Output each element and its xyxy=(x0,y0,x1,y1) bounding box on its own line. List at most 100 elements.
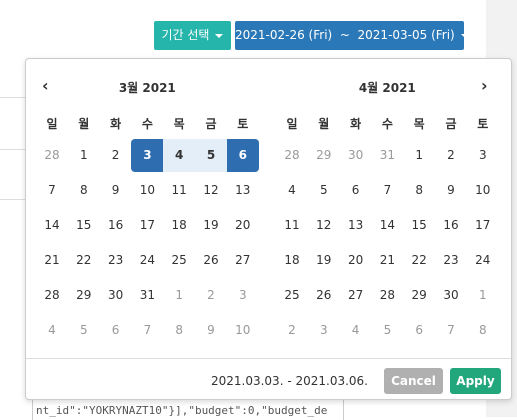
day[interactable]: 28 xyxy=(44,288,60,302)
day[interactable]: 19 xyxy=(316,253,332,267)
range-button[interactable]: 2021-02-26 (Fri) ~ 2021-03-05 (Fri) xyxy=(235,21,464,50)
day[interactable]: 4 xyxy=(351,323,360,337)
day[interactable]: 9 xyxy=(447,183,455,197)
cancel-button[interactable]: Cancel xyxy=(384,368,443,394)
apply-button[interactable]: Apply xyxy=(450,368,501,394)
weekday: 목 xyxy=(413,117,425,131)
day[interactable]: 14 xyxy=(379,218,396,232)
day[interactable]: 30 xyxy=(443,288,459,302)
day[interactable]: 15 xyxy=(411,218,427,232)
day[interactable]: 18 xyxy=(284,253,300,267)
day[interactable]: 4 xyxy=(48,323,56,337)
day[interactable]: 5 xyxy=(195,139,227,172)
day[interactable]: 15 xyxy=(76,218,92,232)
weekday: 월 xyxy=(318,117,330,131)
day[interactable]: 9 xyxy=(111,183,120,197)
day[interactable]: 8 xyxy=(175,323,183,337)
weekday: 목 xyxy=(173,117,185,131)
day[interactable]: 8 xyxy=(415,183,423,197)
day[interactable]: 12 xyxy=(203,183,219,197)
day[interactable]: 3 xyxy=(238,288,247,302)
weekday: 수 xyxy=(381,117,393,131)
day[interactable]: 24 xyxy=(139,253,156,267)
day[interactable]: 7 xyxy=(143,323,152,337)
day[interactable]: 18 xyxy=(171,218,187,232)
day[interactable]: 3 xyxy=(478,148,487,162)
day[interactable]: 20 xyxy=(235,218,251,232)
day[interactable]: 19 xyxy=(203,218,219,232)
day[interactable]: 2 xyxy=(111,148,120,162)
day[interactable]: 8 xyxy=(478,323,487,337)
day[interactable]: 16 xyxy=(443,218,459,232)
day[interactable]: 29 xyxy=(316,148,332,162)
day[interactable]: 30 xyxy=(107,288,124,302)
day[interactable]: 6 xyxy=(111,323,120,337)
day[interactable]: 29 xyxy=(76,288,92,302)
day[interactable]: 22 xyxy=(411,253,427,267)
day[interactable]: 24 xyxy=(475,253,491,267)
day[interactable]: 11 xyxy=(284,218,300,232)
day[interactable]: 27 xyxy=(235,253,251,267)
day[interactable]: 9 xyxy=(207,323,215,337)
day[interactable]: 17 xyxy=(475,218,491,232)
day[interactable]: 2 xyxy=(447,148,455,162)
day[interactable]: 12 xyxy=(316,218,332,232)
day[interactable]: 5 xyxy=(79,323,88,337)
day[interactable]: 21 xyxy=(379,253,396,267)
weekday: 화 xyxy=(110,117,122,131)
month-title: 3월 2021 xyxy=(118,81,176,95)
day[interactable]: 25 xyxy=(284,288,300,302)
day[interactable]: 31 xyxy=(379,148,396,162)
day[interactable]: 5 xyxy=(319,183,328,197)
day[interactable]: 11 xyxy=(171,183,187,197)
day[interactable]: 28 xyxy=(284,148,300,162)
weekday: 일 xyxy=(46,117,58,131)
day[interactable]: 1 xyxy=(415,148,423,162)
date-picker: ‹ › 2021.03.03. - 2021.03.06. Cancel App… xyxy=(25,58,512,400)
day[interactable]: 6 xyxy=(415,323,423,337)
day[interactable]: 3 xyxy=(131,139,164,172)
day[interactable]: 3 xyxy=(319,323,328,337)
day[interactable]: 1 xyxy=(175,288,183,302)
day[interactable]: 8 xyxy=(79,183,88,197)
day[interactable]: 1 xyxy=(478,288,487,302)
day[interactable]: 28 xyxy=(44,148,60,162)
bg-line xyxy=(0,97,25,98)
day[interactable]: 20 xyxy=(347,253,364,267)
day[interactable]: 23 xyxy=(443,253,459,267)
day[interactable]: 1 xyxy=(79,148,88,162)
prev-arrow[interactable]: ‹ xyxy=(42,76,49,95)
day[interactable]: 10 xyxy=(475,183,491,197)
day[interactable]: 25 xyxy=(171,253,187,267)
day[interactable]: 29 xyxy=(411,288,427,302)
day[interactable]: 5 xyxy=(383,323,392,337)
day[interactable]: 10 xyxy=(139,183,156,197)
day[interactable]: 6 xyxy=(226,139,259,172)
day[interactable]: 26 xyxy=(203,253,219,267)
next-arrow[interactable]: › xyxy=(481,76,488,95)
period-button[interactable]: 기간 선택 xyxy=(154,21,231,50)
day[interactable]: 21 xyxy=(44,253,60,267)
bg-box xyxy=(32,380,344,420)
day[interactable]: 2 xyxy=(288,323,296,337)
day[interactable]: 13 xyxy=(347,218,364,232)
day[interactable]: 7 xyxy=(48,183,56,197)
day[interactable]: 7 xyxy=(447,323,455,337)
day[interactable]: 22 xyxy=(76,253,92,267)
day[interactable]: 17 xyxy=(139,218,156,232)
day[interactable]: 4 xyxy=(288,183,296,197)
day[interactable]: 30 xyxy=(347,148,364,162)
day[interactable]: 13 xyxy=(235,183,251,197)
day[interactable]: 7 xyxy=(383,183,392,197)
day[interactable]: 23 xyxy=(107,253,124,267)
day[interactable]: 6 xyxy=(351,183,360,197)
day[interactable]: 26 xyxy=(316,288,332,302)
day[interactable]: 14 xyxy=(44,218,60,232)
day[interactable]: 10 xyxy=(235,323,251,337)
day[interactable]: 27 xyxy=(347,288,364,302)
day[interactable]: 28 xyxy=(379,288,396,302)
day[interactable]: 16 xyxy=(107,218,124,232)
day[interactable]: 4 xyxy=(163,139,196,172)
day[interactable]: 31 xyxy=(139,288,156,302)
day[interactable]: 2 xyxy=(207,288,215,302)
